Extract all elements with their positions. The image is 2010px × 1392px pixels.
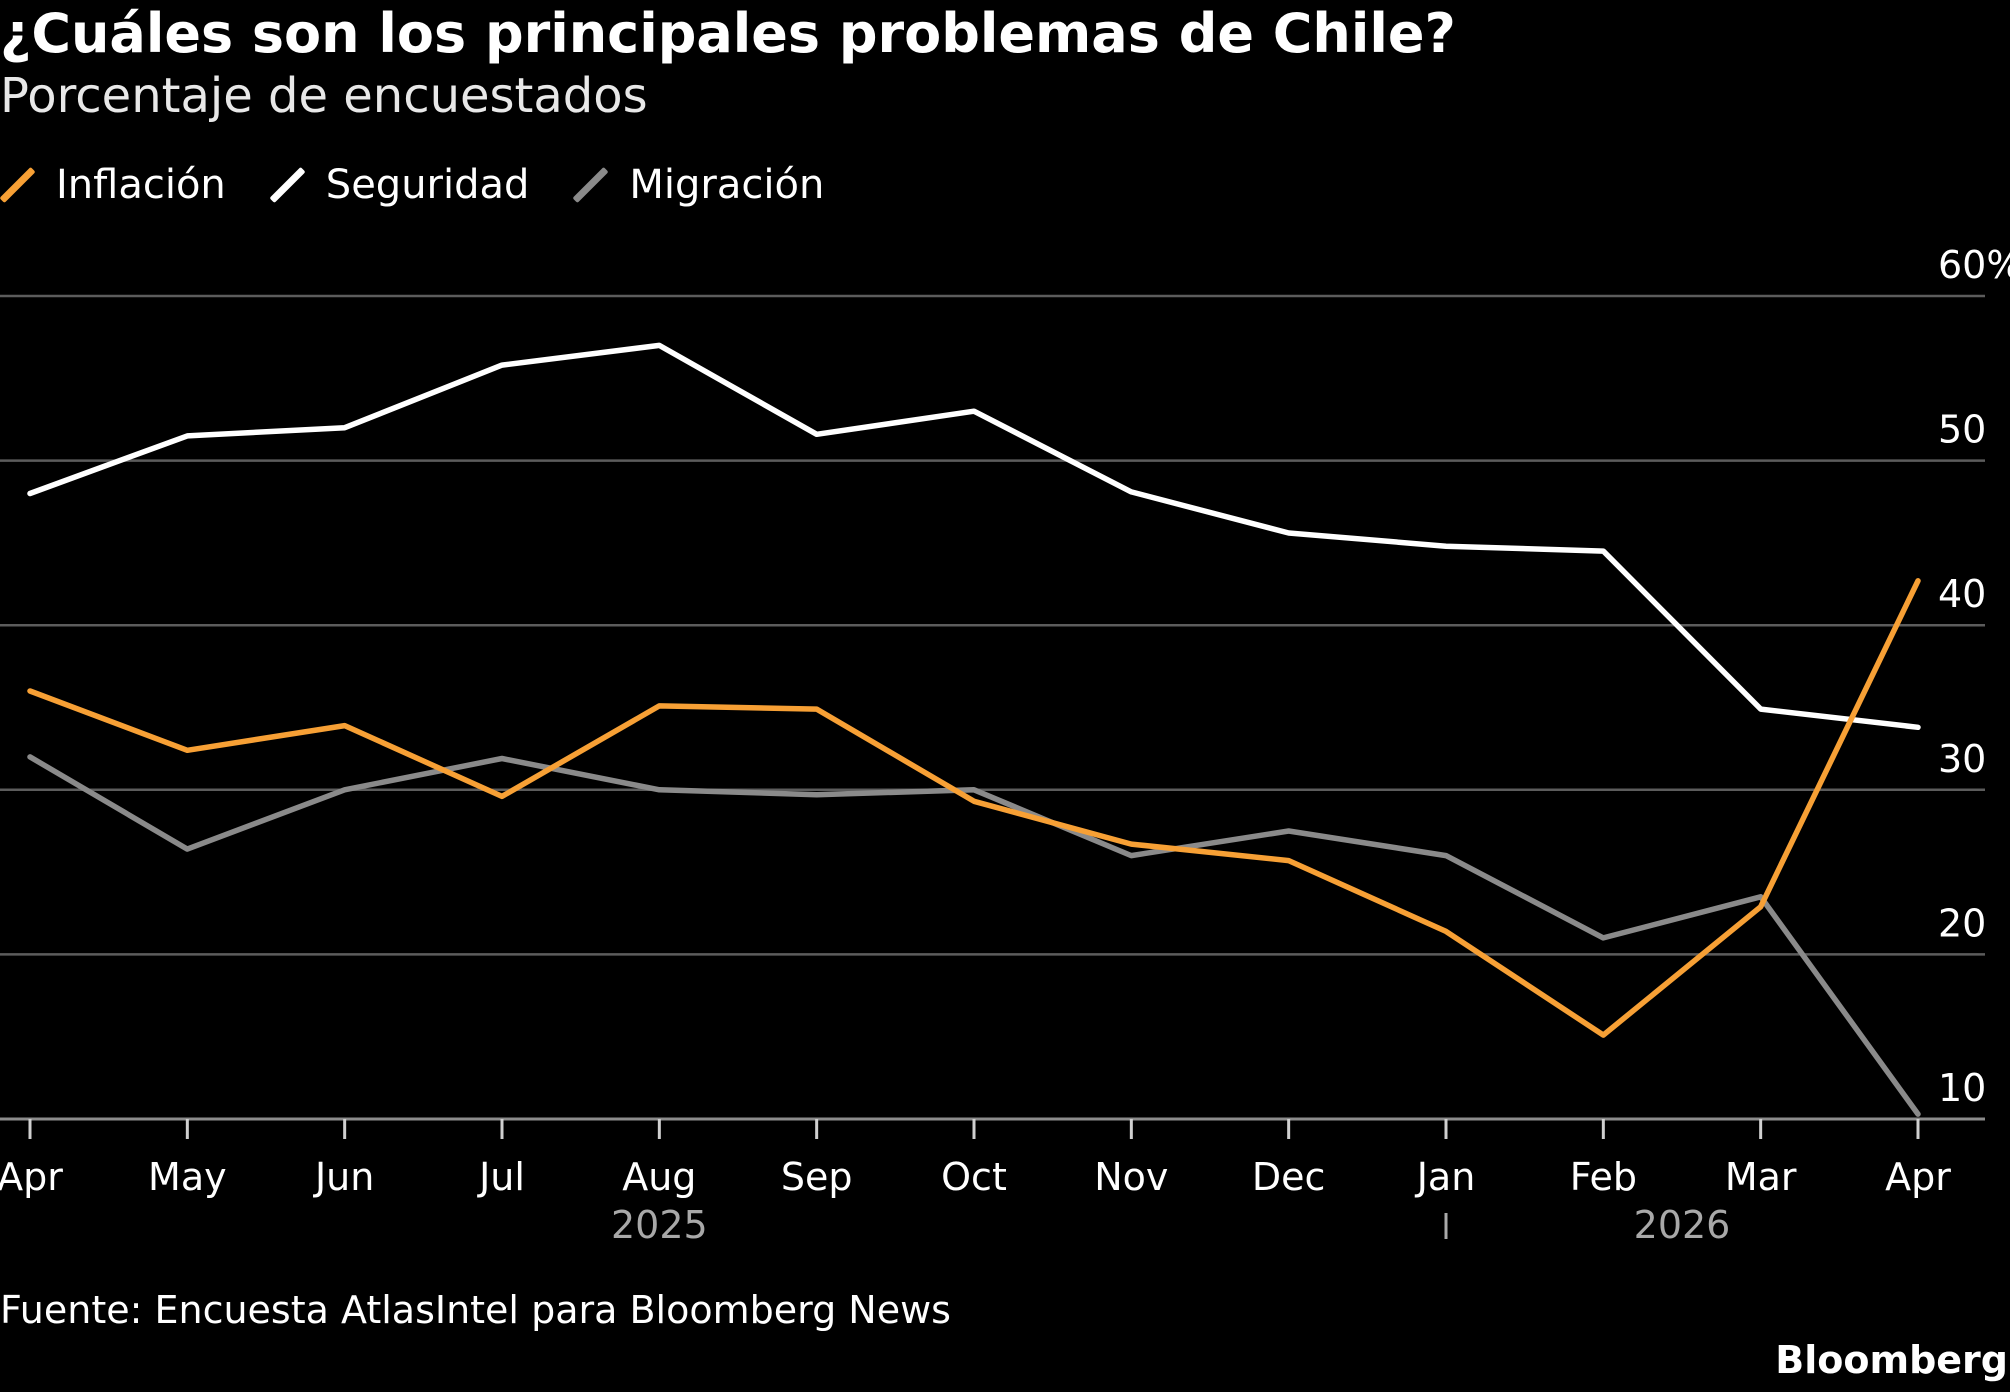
x-tick-label-12: Apr xyxy=(1885,1155,1951,1199)
x-tick-label-4: Aug xyxy=(622,1155,696,1199)
legend: Inflación Seguridad Migración xyxy=(0,162,868,208)
legend-item-migracion: Migración xyxy=(573,162,824,208)
x-tick-label-6: Oct xyxy=(941,1155,1007,1199)
legend-item-inflacion: Inflación xyxy=(0,162,226,208)
series-line-seguridad xyxy=(27,342,1921,731)
chart-subtitle: Porcentaje de encuestados xyxy=(0,68,648,124)
y-tick-label-10: 10 xyxy=(1938,1066,1986,1110)
year-label-2026: 2026 xyxy=(1634,1203,1731,1247)
y-tick-label-60: 60% xyxy=(1938,243,2010,287)
y-tick-label-50: 50 xyxy=(1938,408,1986,452)
x-tick-label-9: Jan xyxy=(1415,1155,1476,1199)
x-tick-label-1: May xyxy=(148,1155,227,1199)
series-lines xyxy=(27,342,1921,1117)
legend-label-inflacion: Inflación xyxy=(56,162,226,208)
x-tick-label-2: Jun xyxy=(313,1155,374,1199)
source-note: Fuente: Encuesta AtlasIntel para Bloombe… xyxy=(0,1288,951,1332)
series-line-migración xyxy=(27,754,1921,1117)
x-tick-label-5: Sep xyxy=(781,1155,853,1199)
legend-label-migracion: Migración xyxy=(629,162,825,208)
x-tick-label-3: Jul xyxy=(477,1155,525,1199)
x-tick-label-8: Dec xyxy=(1252,1155,1326,1199)
y-tick-label-30: 30 xyxy=(1938,737,1986,781)
x-tick-label-7: Nov xyxy=(1094,1155,1168,1199)
x-axis: Apr May Jun Jul Aug Sep Oct Nov Dec Jan Feb Mar Apr 2… xyxy=(0,1119,1951,1247)
y-axis-ticks: 10 20 30 40 50 60% xyxy=(1938,243,2010,1110)
series-line-inflación xyxy=(27,578,1921,1038)
x-tick-label-0: Apr xyxy=(0,1155,63,1199)
gridlines xyxy=(0,294,1985,1121)
legend-label-seguridad: Seguridad xyxy=(325,162,530,208)
chart-title: ¿Cuáles son los principales problemas de… xyxy=(0,2,1456,65)
legend-item-seguridad: Seguridad xyxy=(270,162,530,208)
brand-logo: Bloomberg xyxy=(1775,1338,2008,1382)
year-label-2025: 2025 xyxy=(611,1203,708,1247)
x-tick-label-10: Feb xyxy=(1570,1155,1637,1199)
x-tick-label-11: Mar xyxy=(1725,1155,1797,1199)
y-tick-label-40: 40 xyxy=(1938,572,1986,616)
y-tick-label-20: 20 xyxy=(1938,901,1986,945)
